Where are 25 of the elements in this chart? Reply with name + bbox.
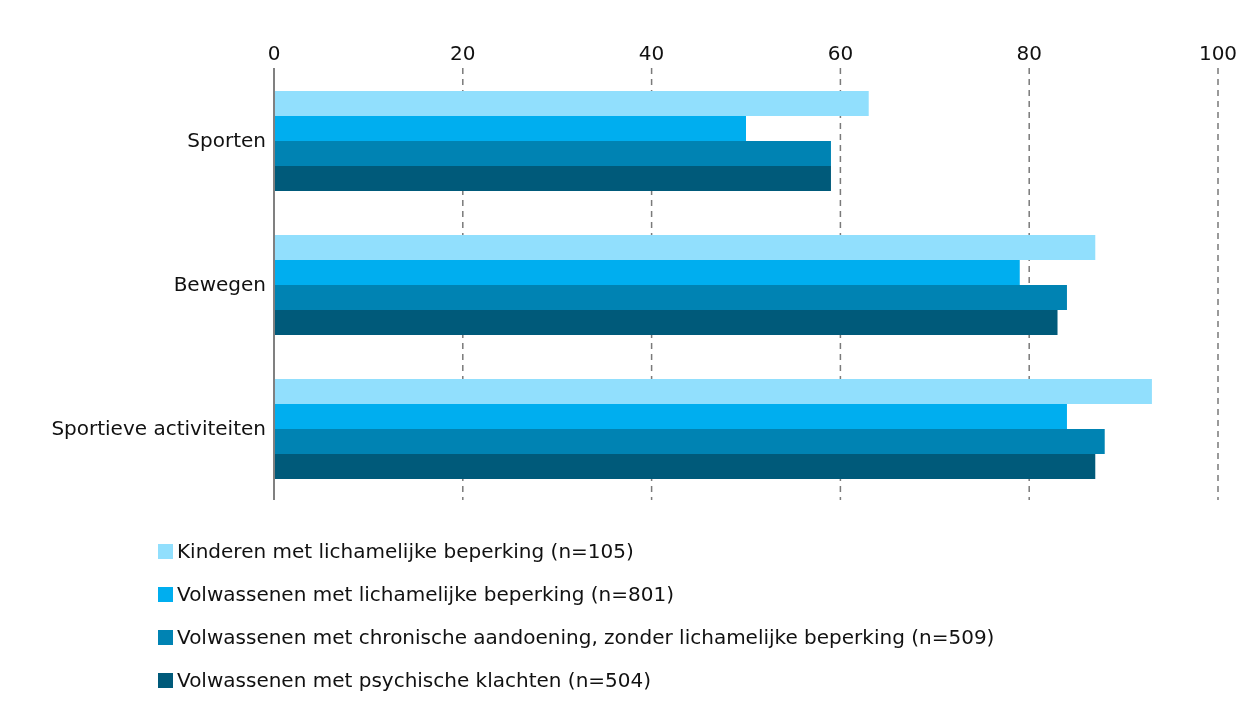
y-tick-label: Bewegen xyxy=(173,272,266,297)
bar xyxy=(274,310,1058,335)
bar xyxy=(274,454,1096,479)
legend-label: Volwassenen met chronische aandoening, zonder lichamelijke beperking (n=509) xyxy=(177,624,995,651)
x-tick-label: 80 xyxy=(1016,41,1042,65)
bar xyxy=(274,260,1020,285)
bar xyxy=(274,91,869,116)
bar xyxy=(274,285,1067,310)
legend-label: Volwassenen met psychische klachten (n=504) xyxy=(177,667,652,694)
x-tick-label: 60 xyxy=(827,41,854,65)
y-tick-label: Sportieve activiteiten xyxy=(51,416,266,441)
legend-label: Volwassenen met lichamelijke beperking (n=801) xyxy=(177,581,675,608)
x-tick-label: 20 xyxy=(450,41,476,65)
bar xyxy=(274,404,1067,429)
bar xyxy=(274,429,1105,454)
x-tick-label: 40 xyxy=(638,41,665,65)
bar xyxy=(274,379,1152,404)
bar xyxy=(274,116,746,141)
x-tick-label: 0 xyxy=(267,41,281,65)
legend-label: Kinderen met lichamelijke beperking (n=105) xyxy=(177,538,634,565)
x-tick-label: 100 xyxy=(1198,41,1238,65)
bar xyxy=(274,235,1096,260)
y-tick-label: Sporten xyxy=(187,128,266,153)
bar xyxy=(274,141,831,166)
bar xyxy=(274,166,831,191)
